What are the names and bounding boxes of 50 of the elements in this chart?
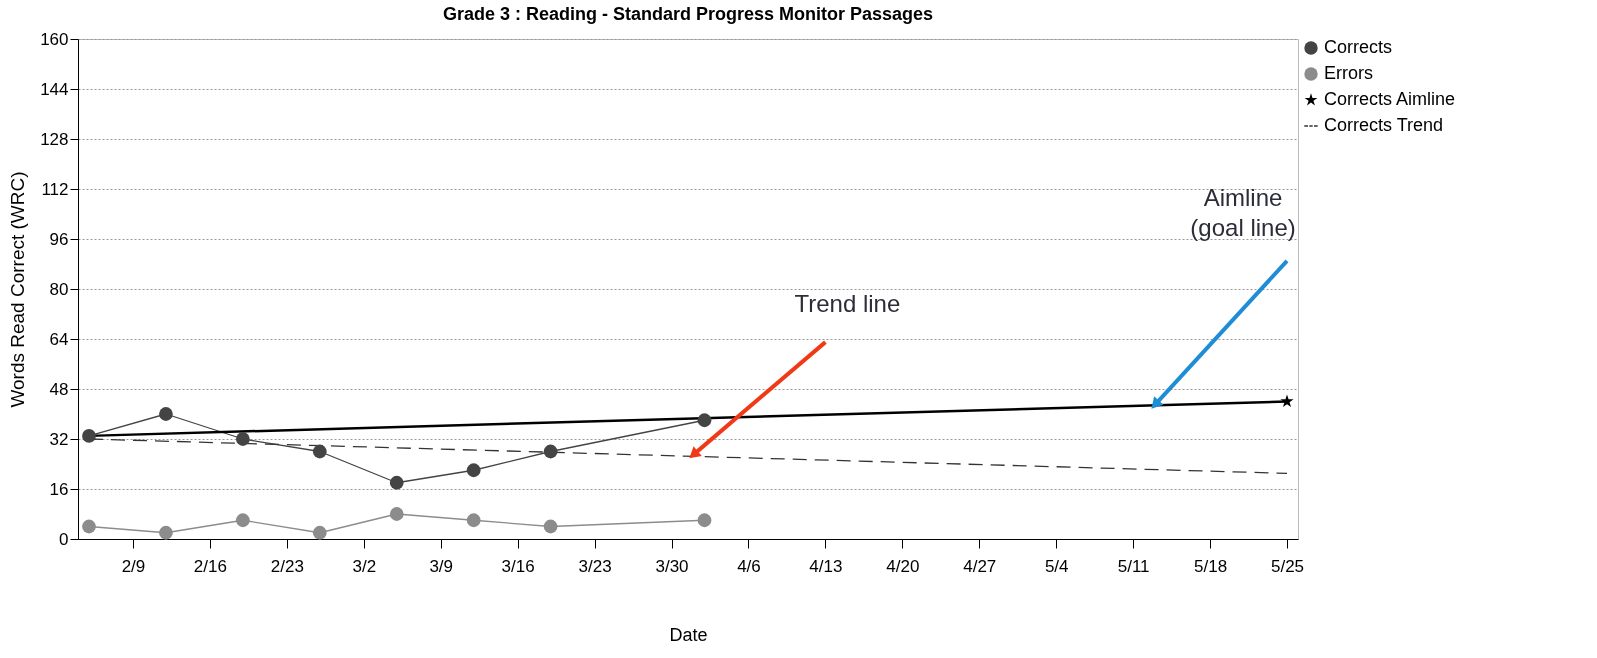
x-axis-title: Date	[669, 624, 708, 645]
x-tick-label: 3/2	[352, 556, 377, 576]
y-axis-title: Words Read Correct (WRC)	[7, 171, 29, 408]
y-tick-label: 96	[49, 229, 69, 249]
point	[312, 525, 327, 540]
legend-label: Errors	[1324, 63, 1373, 83]
y-tick-label: 32	[49, 429, 69, 449]
x-tick-label: 4/13	[809, 556, 843, 576]
x-tick-label: 2/23	[270, 556, 304, 576]
point	[543, 519, 558, 534]
x-tick-label: 4/27	[963, 556, 997, 576]
point	[543, 444, 558, 459]
x-tick-label: 4/6	[737, 556, 761, 576]
y-tick-label: 128	[40, 129, 69, 149]
x-tick-label: 2/16	[193, 556, 227, 576]
y-tick-label: 16	[49, 479, 69, 499]
x-tick-label: 5/25	[1270, 556, 1305, 576]
point	[312, 444, 327, 459]
y-tick-label: 160	[40, 29, 69, 49]
x-tick-label: 3/23	[578, 556, 612, 576]
point	[235, 432, 250, 446]
chart-title: Grade 3 : Reading - Standard Progress Monitor Passages	[442, 4, 934, 24]
x-tick-label: 3/9	[429, 556, 454, 576]
x-tick-label: 5/11	[1117, 556, 1150, 576]
y-tick-label: 80	[49, 279, 69, 299]
x-tick-label: 2/9	[121, 556, 146, 576]
legend-label: Corrects Trend	[1324, 115, 1444, 135]
point	[235, 513, 250, 528]
x-tick-label: 3/30	[655, 556, 689, 576]
point	[159, 525, 173, 540]
y-tick-label: 48	[49, 379, 69, 399]
x-tick-label: 5/18	[1194, 556, 1228, 576]
point	[82, 519, 96, 534]
legend-label: Corrects	[1324, 37, 1393, 57]
point	[82, 429, 96, 443]
annotation: Aimline (goal line)	[1190, 183, 1296, 241]
x-tick-label: 3/16	[501, 556, 535, 576]
y-tick-label: 0	[59, 529, 69, 549]
legend-label: Corrects Aimline	[1324, 89, 1456, 109]
x-tick-label: 4/20	[886, 556, 920, 576]
point	[389, 475, 404, 490]
point	[466, 513, 481, 528]
annotation: Trend line	[794, 290, 901, 318]
y-tick-label: 112	[41, 179, 69, 199]
point	[159, 407, 173, 421]
point	[389, 507, 404, 521]
y-tick-label: 144	[40, 79, 69, 99]
point	[466, 463, 481, 478]
x-tick-label: 5/4	[1044, 556, 1069, 576]
y-tick-label: 64	[49, 329, 69, 349]
